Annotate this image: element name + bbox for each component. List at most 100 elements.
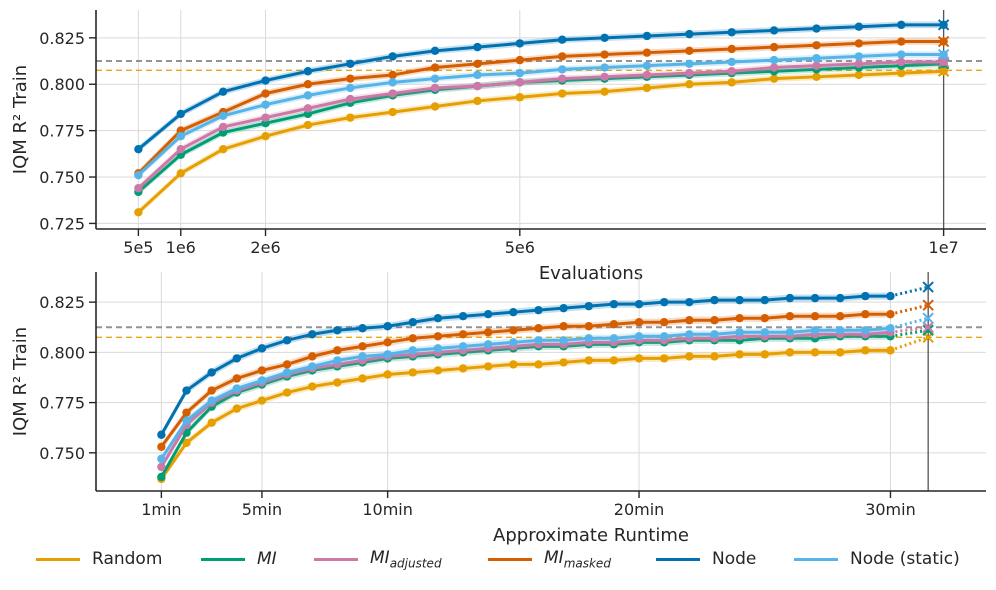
data-point-random <box>760 350 769 359</box>
x-tick-label: 1min <box>141 500 181 519</box>
data-point-random <box>509 360 518 369</box>
data-point-node <box>433 314 443 323</box>
data-point-node-static <box>515 68 525 78</box>
data-point-miadjusted <box>897 57 906 67</box>
data-point-random <box>735 350 744 359</box>
data-point-mimasked <box>207 386 216 395</box>
data-point-node <box>685 29 694 39</box>
data-point-miadjusted <box>600 72 609 82</box>
x-tick-label: 1e6 <box>166 238 196 257</box>
data-point-mimasked <box>383 338 392 347</box>
data-point-node <box>534 305 543 315</box>
series-line-mimasked <box>137 40 944 175</box>
data-point-miadjusted <box>261 113 270 122</box>
data-point-node-static <box>685 59 694 69</box>
x-tick-label: 5min <box>242 500 282 519</box>
y-tick-label: 0.750 <box>39 168 85 187</box>
x-axis-title: Approximate Runtime <box>493 525 689 546</box>
series-extension-miadjusted <box>890 325 929 334</box>
data-point-node-static <box>861 326 870 335</box>
data-point-node-static <box>303 91 313 100</box>
legend-label-mi-masked: MImasked <box>544 547 611 571</box>
data-point-node <box>430 46 440 56</box>
data-point-random <box>559 358 568 367</box>
data-point-node-static <box>346 83 355 93</box>
data-point-mimasked <box>388 70 397 80</box>
data-point-node-static <box>685 330 694 339</box>
data-point-miadjusted <box>134 183 143 193</box>
series-extension-node-static <box>890 316 929 330</box>
legend-label-random: Random <box>92 549 163 569</box>
data-point-random <box>484 362 493 371</box>
evaluations-chart: 5e5 1e6 2e6 5e6 1e7 0.725 0.750 0.775 0.800 0.825… <box>10 10 986 284</box>
x-tick-label: 1e7 <box>929 238 959 257</box>
data-point-node <box>509 307 518 317</box>
data-point-node-static <box>408 346 417 355</box>
data-point-mimasked <box>458 330 468 339</box>
data-point-random <box>261 132 270 141</box>
data-point-mimasked <box>232 374 241 383</box>
series-line-random <box>160 348 891 480</box>
data-point-node-static <box>659 332 669 341</box>
data-point-random <box>303 120 313 130</box>
data-point-node-static <box>584 334 593 343</box>
data-point-random <box>854 70 864 80</box>
data-point-node <box>727 28 736 37</box>
data-point-node-static <box>383 350 392 359</box>
data-point-random <box>388 107 397 117</box>
data-point-mimasked <box>685 316 694 325</box>
data-point-random <box>659 354 669 363</box>
legend-swatch-mi-adjusted <box>314 557 358 561</box>
data-point-node <box>218 87 228 96</box>
data-point-mimasked <box>735 314 744 323</box>
legend-item-mi-masked: MImasked <box>488 542 611 576</box>
data-point-miadjusted <box>176 144 185 154</box>
data-point-node <box>257 344 267 353</box>
data-point-node-static <box>559 336 568 345</box>
data-point-mimasked <box>484 328 493 337</box>
data-point-random <box>333 378 342 387</box>
legend: Random MI MIadjusted MImasked Node Node … <box>0 542 996 576</box>
data-point-node-static <box>785 328 795 337</box>
data-point-miadjusted <box>515 78 525 87</box>
data-point-miadjusted <box>473 81 482 91</box>
data-point-node-static <box>760 328 769 337</box>
data-point-mimasked <box>685 46 694 56</box>
data-point-node-static <box>835 326 845 335</box>
data-point-random <box>358 374 367 383</box>
data-point-node <box>634 299 644 309</box>
data-point-random <box>634 354 644 363</box>
data-point-mimasked <box>659 318 669 327</box>
data-point-node <box>897 20 906 30</box>
x-axis-title: Evaluations <box>539 263 643 284</box>
x-tick-label: 5e5 <box>123 238 153 257</box>
data-point-mimasked <box>346 74 355 83</box>
data-point-mimasked <box>257 366 267 375</box>
data-point-node <box>659 297 669 307</box>
data-point-mimasked <box>710 316 719 325</box>
data-point-node-static <box>333 356 342 365</box>
legend-item-node-static: Node (static) <box>794 542 960 576</box>
data-point-node <box>176 109 185 119</box>
data-point-random <box>897 68 906 78</box>
data-point-random <box>812 72 821 82</box>
data-point-node-static <box>218 111 228 120</box>
data-point-node <box>710 295 719 305</box>
x-tick-label: 30min <box>865 500 916 519</box>
data-point-node <box>812 24 821 33</box>
legend-item-random: Random <box>36 542 162 576</box>
legend-label-mi-adjusted: MIadjusted <box>370 547 442 571</box>
data-point-mimasked <box>182 408 191 417</box>
data-point-miadjusted <box>812 61 821 70</box>
data-point-mi <box>157 472 166 482</box>
data-point-node-static <box>509 338 518 347</box>
data-point-node-static <box>600 63 609 72</box>
data-point-node-static <box>710 330 719 339</box>
data-point-node <box>383 322 392 331</box>
data-point-node <box>584 301 593 311</box>
data-point-node <box>134 144 143 154</box>
data-point-node <box>308 330 317 339</box>
data-point-random <box>430 102 440 111</box>
data-point-mimasked <box>835 312 845 321</box>
data-point-mimasked <box>261 89 270 98</box>
